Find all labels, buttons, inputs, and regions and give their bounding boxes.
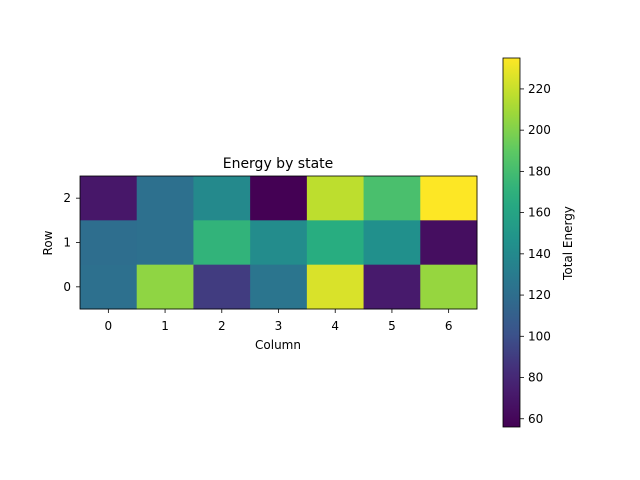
x-axis-ticks: 0 1 2 3 4 5 6 (105, 309, 453, 333)
heatmap-cell (306, 220, 365, 266)
colorbar-frame (502, 57, 521, 428)
colorbar-tick-label: 60 (528, 412, 543, 426)
x-tick-label: 1 (161, 319, 169, 333)
colorbar-tick-label: 160 (528, 206, 551, 220)
heatmap-cell (80, 176, 138, 221)
colorbar-gradient (503, 58, 520, 427)
heatmap-cell (420, 176, 478, 221)
heatmap-cell (420, 264, 478, 310)
colorbar-tick-label: 200 (528, 123, 551, 137)
heatmap-cell (363, 220, 421, 266)
heatmap-cell (136, 176, 194, 221)
y-axis-label: Row (41, 230, 55, 255)
colorbar: 60 80 100 120 140 160 180 200 220 (502, 57, 551, 428)
x-tick-label: 5 (388, 319, 396, 333)
y-tick-label: 2 (63, 191, 71, 205)
colorbar-label: Total Energy (561, 206, 575, 281)
heatmap-cell (193, 264, 251, 310)
heatmap-cell (193, 176, 251, 221)
heatmap-cell (136, 264, 194, 310)
colorbar-tick-label: 180 (528, 164, 551, 178)
colorbar-tick-label: 120 (528, 288, 551, 302)
colorbar-tick-label: 80 (528, 371, 543, 385)
colorbar-tick-label: 140 (528, 247, 551, 261)
heatmap-cell (306, 264, 365, 310)
heatmap-cell (306, 176, 365, 221)
x-tick-label: 4 (331, 319, 339, 333)
heatmap-cell (363, 176, 421, 221)
x-tick-label: 0 (105, 319, 113, 333)
heatmap-cell (80, 220, 138, 266)
heatmap-cells (80, 176, 478, 310)
heatmap-cell (80, 264, 138, 310)
colorbar-tick-label: 100 (528, 329, 551, 343)
heatmap-cell (250, 220, 308, 266)
y-tick-label: 0 (63, 280, 71, 294)
x-tick-label: 6 (445, 319, 453, 333)
heatmap-cell (250, 176, 308, 221)
y-axis-ticks: 2 1 0 (63, 191, 80, 294)
y-tick-label: 1 (63, 236, 71, 250)
x-tick-label: 3 (275, 319, 283, 333)
x-axis-label: Column (255, 338, 301, 352)
heatmap-cell (136, 220, 194, 266)
x-tick-label: 2 (218, 319, 226, 333)
colorbar-tick-label: 220 (528, 82, 551, 96)
chart-title: Energy by state (223, 156, 334, 172)
heatmap-cell (193, 220, 251, 266)
heatmap-cell (420, 220, 478, 266)
heatmap-cell (363, 264, 421, 310)
heatmap-cell (250, 264, 308, 310)
